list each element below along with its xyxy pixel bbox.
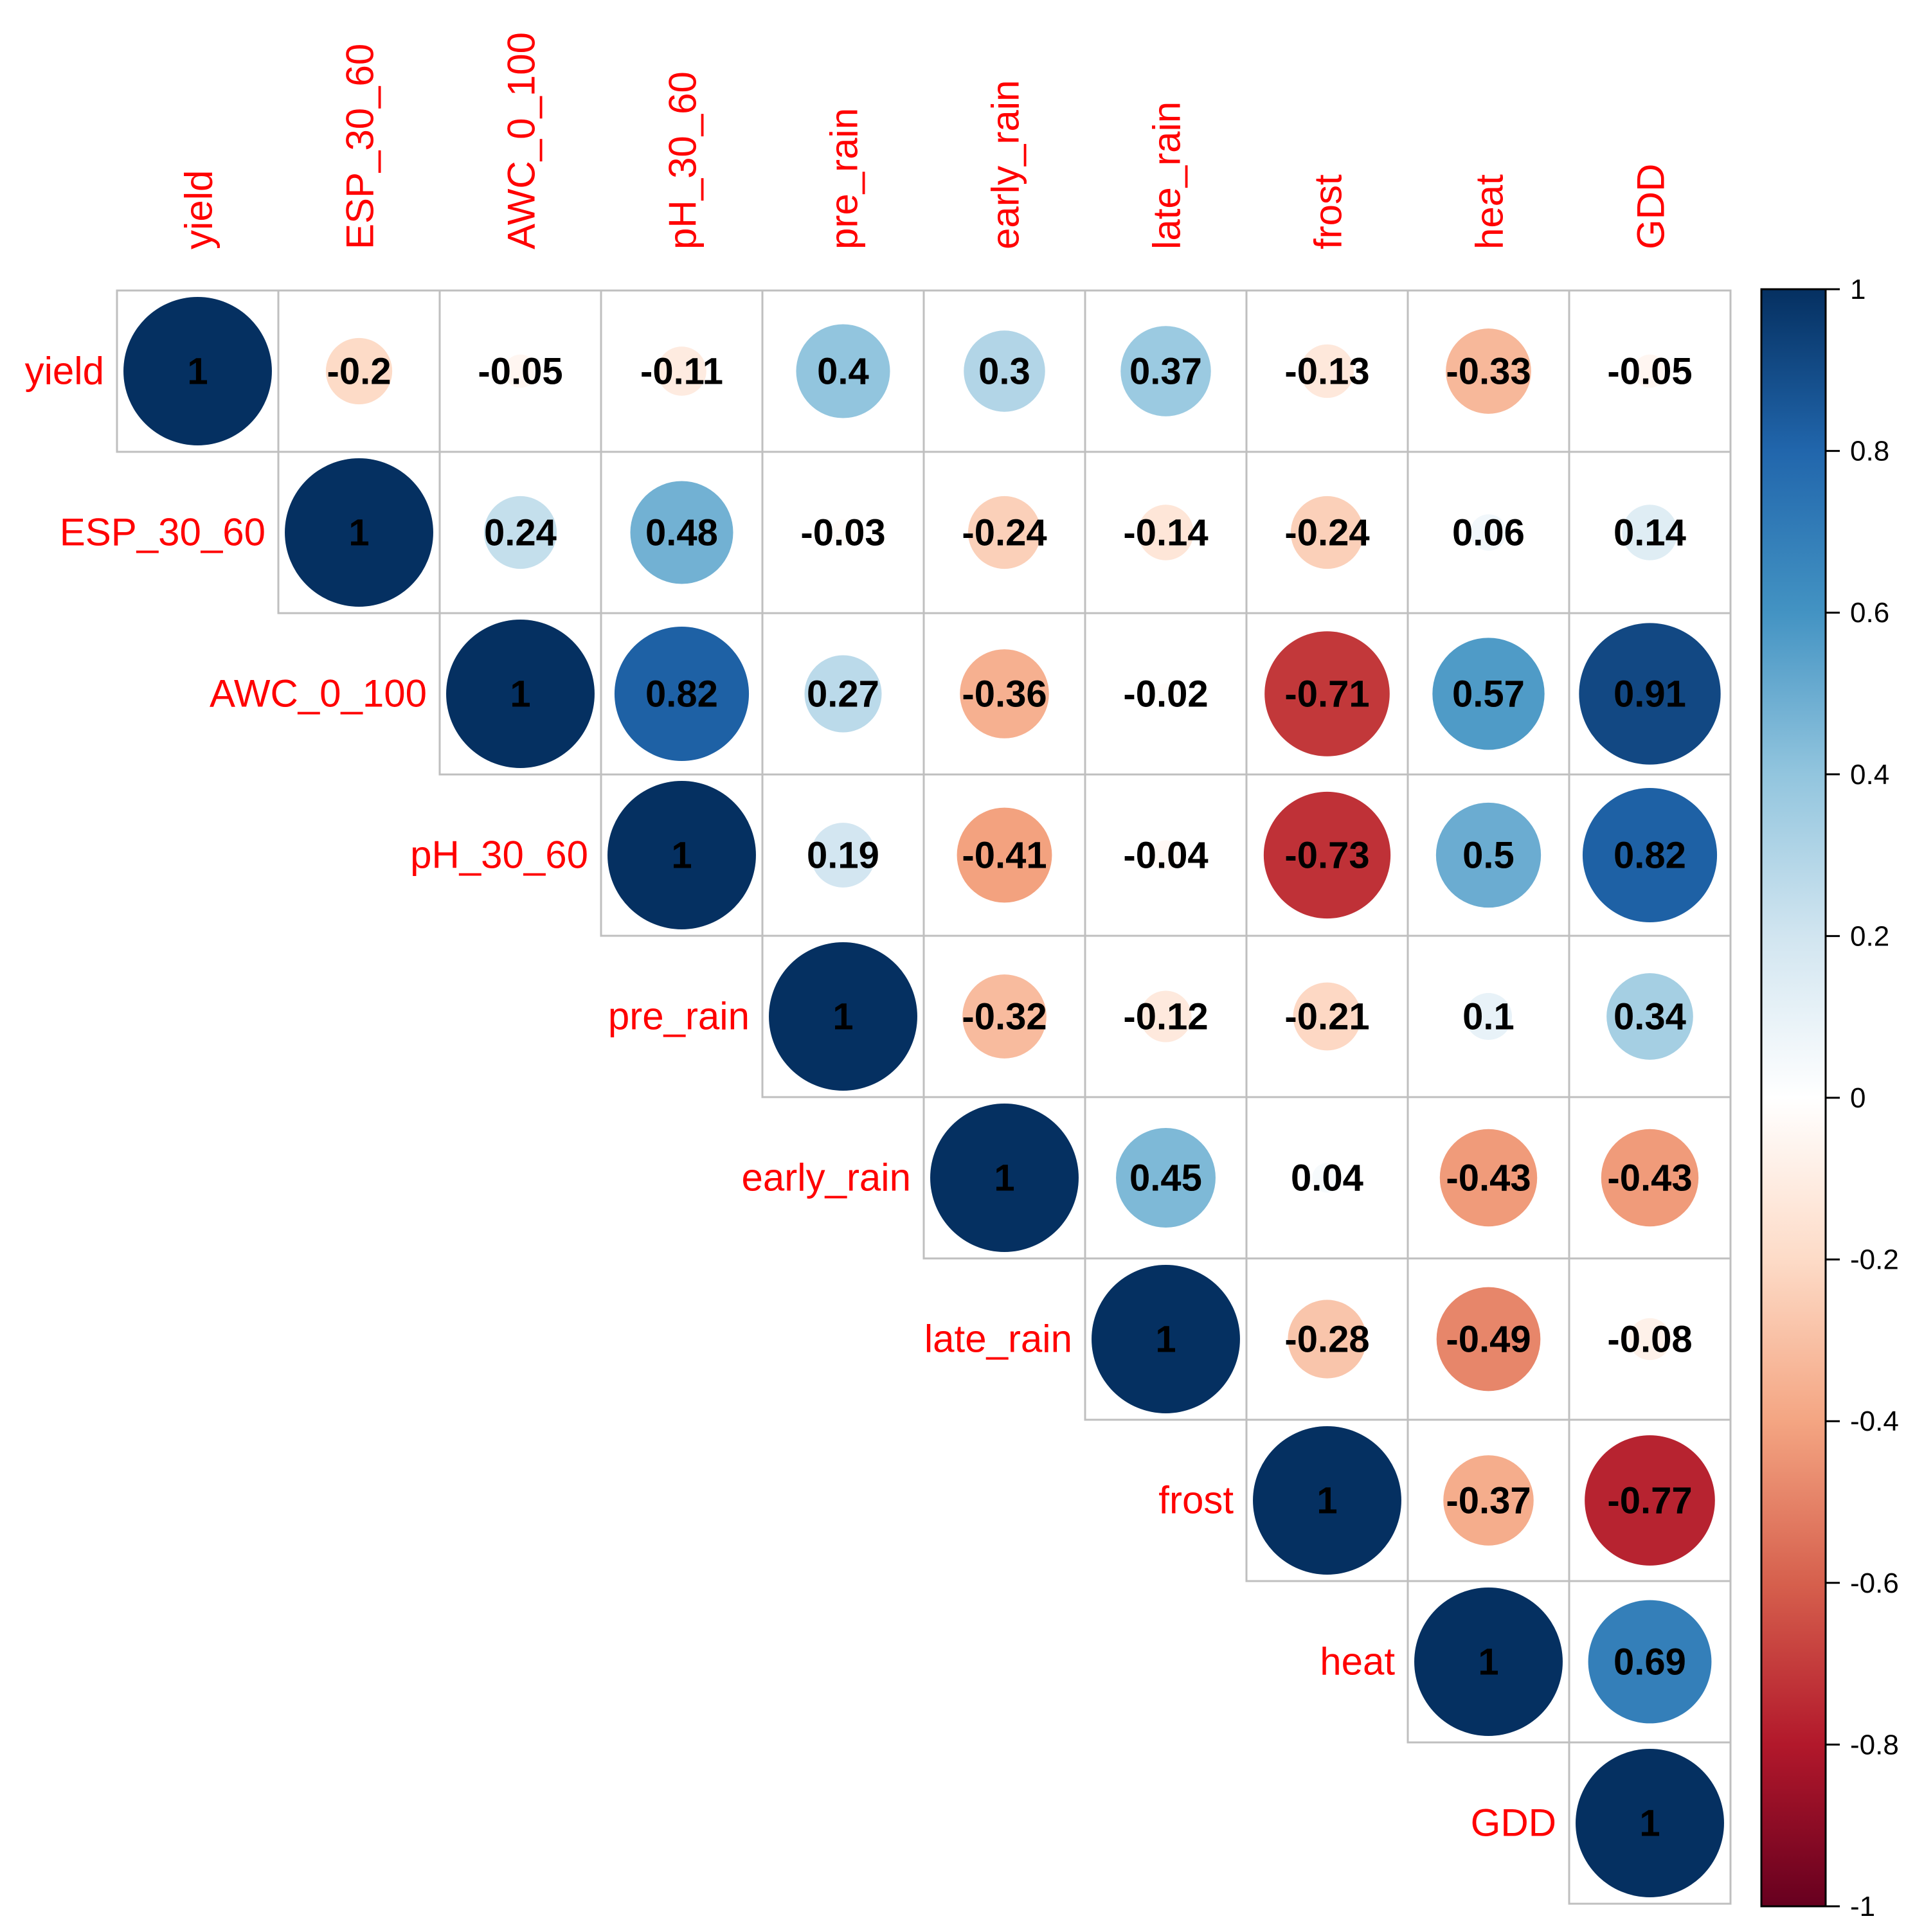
- value-label-pre_rain-GDD: 0.34: [1614, 996, 1686, 1038]
- value-label-pre_rain-early_rain: -0.32: [962, 996, 1047, 1038]
- colorbar-tick-label: -0.8: [1850, 1729, 1899, 1760]
- value-label-AWC_0_100-pH_30_60: 0.82: [645, 674, 718, 715]
- value-label-late_rain-heat: -0.49: [1446, 1319, 1531, 1361]
- value-label-pre_rain-frost: -0.21: [1284, 996, 1369, 1038]
- value-label-yield-late_rain: 0.37: [1129, 351, 1202, 393]
- value-label-GDD-GDD: 1: [1639, 1803, 1660, 1845]
- value-label-ESP_30_60-ESP_30_60: 1: [348, 512, 369, 554]
- value-label-pH_30_60-GDD: 0.82: [1614, 835, 1686, 877]
- value-label-ESP_30_60-GDD: 0.14: [1614, 512, 1686, 554]
- value-label-pre_rain-pre_rain: 1: [832, 996, 853, 1038]
- value-label-ESP_30_60-frost: -0.24: [1284, 512, 1369, 554]
- value-label-pH_30_60-heat: 0.5: [1462, 835, 1515, 877]
- value-label-yield-frost: -0.13: [1284, 351, 1369, 393]
- col-label-AWC_0_100: AWC_0_100: [500, 32, 543, 249]
- column-labels: yield ESP_30_60 AWC_0_100 pH_30_60 pre_rain e…: [177, 32, 1673, 249]
- value-label-yield-pH_30_60: -0.11: [640, 351, 723, 393]
- col-label-frost: frost: [1307, 174, 1350, 249]
- colorbar-ticks: 1 0.8 0.6 0.4 0.2 0 -0.2 -0.4 -0.6 -0.8 -1: [1826, 274, 1899, 1922]
- value-label-heat-GDD: 0.69: [1614, 1641, 1686, 1683]
- value-label-pH_30_60-early_rain: -0.41: [962, 835, 1047, 877]
- value-label-early_rain-GDD: -0.43: [1607, 1158, 1692, 1199]
- value-label-AWC_0_100-heat: 0.57: [1452, 674, 1525, 715]
- value-label-AWC_0_100-pre_rain: 0.27: [807, 674, 879, 715]
- correlation-matrix-chart: 1 -0.2 -0.05 -0.11 0.4 0.3 0.37 -0.13 -0.33 -0.05…: [0, 0, 1924, 1932]
- value-label-pre_rain-late_rain: -0.12: [1123, 996, 1208, 1038]
- value-label-ESP_30_60-heat: 0.06: [1452, 512, 1525, 554]
- row-label-pH_30_60: pH_30_60: [410, 834, 588, 877]
- colorbar-tick-label: 1: [1850, 274, 1866, 305]
- row-label-ESP_30_60: ESP_30_60: [60, 511, 265, 554]
- value-label-early_rain-early_rain: 1: [994, 1158, 1014, 1199]
- value-label-late_rain-GDD: -0.08: [1607, 1319, 1692, 1361]
- row-label-early_rain: early_rain: [742, 1156, 911, 1199]
- value-label-pH_30_60-pH_30_60: 1: [671, 835, 692, 877]
- value-label-ESP_30_60-early_rain: -0.24: [962, 512, 1047, 554]
- value-label-heat-heat: 1: [1478, 1641, 1498, 1683]
- value-label-pH_30_60-pre_rain: 0.19: [807, 835, 879, 877]
- value-label-ESP_30_60-pH_30_60: 0.48: [645, 512, 718, 554]
- value-label-early_rain-heat: -0.43: [1446, 1158, 1531, 1199]
- col-label-pre_rain: pre_rain: [823, 108, 866, 249]
- value-label-late_rain-late_rain: 1: [1155, 1319, 1176, 1361]
- row-label-late_rain: late_rain: [924, 1318, 1072, 1361]
- row-label-AWC_0_100: AWC_0_100: [210, 672, 427, 715]
- value-label-AWC_0_100-GDD: 0.91: [1614, 674, 1686, 715]
- value-label-AWC_0_100-late_rain: -0.02: [1123, 674, 1208, 715]
- value-label-AWC_0_100-early_rain: -0.36: [962, 674, 1047, 715]
- colorbar: 1 0.8 0.6 0.4 0.2 0 -0.2 -0.4 -0.6 -0.8 -1: [1761, 274, 1899, 1922]
- value-label-frost-frost: 1: [1317, 1480, 1337, 1522]
- row-label-GDD: GDD: [1471, 1802, 1556, 1845]
- value-label-yield-AWC_0_100: -0.05: [478, 351, 562, 393]
- col-label-heat: heat: [1468, 174, 1511, 249]
- value-label-pH_30_60-frost: -0.73: [1284, 835, 1369, 877]
- value-label-yield-early_rain: 0.3: [978, 351, 1030, 393]
- value-label-yield-yield: 1: [187, 351, 208, 393]
- colorbar-tick-label: -0.6: [1850, 1568, 1899, 1599]
- col-label-ESP_30_60: ESP_30_60: [339, 44, 382, 249]
- col-label-early_rain: early_rain: [984, 80, 1027, 249]
- col-label-GDD: GDD: [1630, 164, 1673, 249]
- value-label-frost-GDD: -0.77: [1607, 1480, 1692, 1522]
- value-label-early_rain-late_rain: 0.45: [1129, 1158, 1202, 1199]
- colorbar-bar: [1761, 289, 1826, 1906]
- value-label-yield-heat: -0.33: [1446, 351, 1531, 393]
- value-label-yield-GDD: -0.05: [1607, 351, 1692, 393]
- value-label-yield-pre_rain: 0.4: [817, 351, 869, 393]
- value-label-pre_rain-heat: 0.1: [1462, 996, 1515, 1038]
- value-label-ESP_30_60-AWC_0_100: 0.24: [484, 512, 557, 554]
- colorbar-tick-label: 0.2: [1850, 920, 1889, 952]
- value-label-late_rain-frost: -0.28: [1284, 1319, 1369, 1361]
- value-label-early_rain-frost: 0.04: [1291, 1158, 1363, 1199]
- colorbar-tick-label: -1: [1850, 1891, 1875, 1922]
- row-label-yield: yield: [25, 350, 104, 393]
- value-label-frost-heat: -0.37: [1446, 1480, 1531, 1522]
- col-label-pH_30_60: pH_30_60: [661, 71, 705, 249]
- row-label-pre_rain: pre_rain: [608, 995, 750, 1038]
- value-label-yield-ESP_30_60: -0.2: [327, 351, 391, 393]
- value-label-AWC_0_100-AWC_0_100: 1: [510, 674, 530, 715]
- colorbar-tick-label: 0: [1850, 1082, 1866, 1114]
- colorbar-tick-label: 0.6: [1850, 597, 1889, 629]
- col-label-yield: yield: [177, 170, 220, 249]
- value-label-AWC_0_100-frost: -0.71: [1284, 674, 1369, 715]
- colorbar-tick-label: 0.4: [1850, 759, 1889, 791]
- row-label-frost: frost: [1158, 1479, 1234, 1522]
- value-label-ESP_30_60-late_rain: -0.14: [1123, 512, 1208, 554]
- row-label-heat: heat: [1320, 1640, 1395, 1683]
- value-label-ESP_30_60-pre_rain: -0.03: [800, 512, 885, 554]
- colorbar-tick-label: -0.2: [1850, 1244, 1899, 1276]
- col-label-late_rain: late_rain: [1146, 102, 1189, 249]
- colorbar-tick-label: -0.4: [1850, 1406, 1899, 1437]
- colorbar-tick-label: 0.8: [1850, 436, 1889, 467]
- value-label-pH_30_60-late_rain: -0.04: [1123, 835, 1208, 877]
